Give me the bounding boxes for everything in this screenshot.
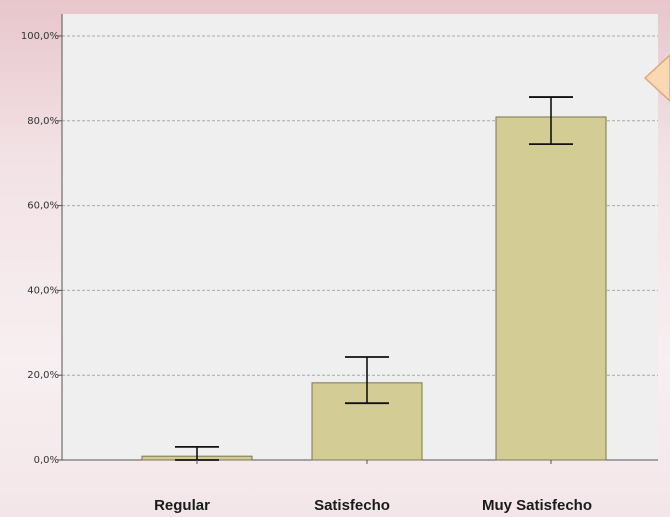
y-tick-label: 80,0% [27, 116, 59, 127]
x-category-label: Satisfecho [314, 497, 390, 514]
x-category-label: Muy Satisfecho [482, 497, 592, 514]
y-tick-label: 0,0% [34, 455, 59, 466]
orange-arrow-marker-icon [643, 53, 670, 103]
bar [495, 116, 607, 461]
y-tick-label: 40,0% [27, 285, 59, 296]
y-tick-label: 100,0% [21, 31, 59, 42]
y-tick-label: 20,0% [27, 370, 59, 381]
x-category-label: Regular [154, 497, 210, 514]
y-tick-label: 60,0% [27, 201, 59, 212]
